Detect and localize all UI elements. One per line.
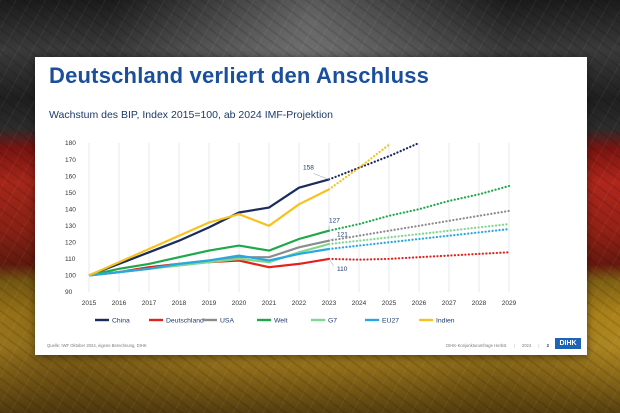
data-label: 158	[303, 164, 314, 171]
y-tick-label: 90	[65, 289, 73, 296]
data-label: 127	[329, 218, 340, 225]
x-tick-label: 2029	[502, 300, 517, 307]
series-projection-line	[327, 184, 511, 232]
x-tick-label: 2015	[82, 300, 97, 307]
x-tick-label: 2023	[322, 300, 337, 307]
legend-label: EU27	[382, 317, 399, 324]
data-label: 110	[337, 266, 348, 273]
legend-label: China	[112, 317, 130, 324]
legend-label: Indien	[436, 317, 455, 324]
series-line	[88, 188, 330, 277]
legend-label: Deutschland	[166, 317, 204, 324]
series-projection-line	[327, 143, 391, 191]
series-line	[88, 178, 330, 277]
series-projection-line	[327, 223, 511, 246]
footer-separator: |	[513, 343, 515, 348]
x-tick-label: 2027	[442, 300, 457, 307]
series-projection-line	[327, 141, 421, 181]
y-tick-label: 170	[65, 157, 76, 164]
footer-year: 2024	[521, 343, 532, 348]
footer-separator: |	[538, 343, 540, 348]
x-tick-label: 2020	[232, 300, 247, 307]
x-tick-label: 2019	[202, 300, 217, 307]
x-tick-label: 2017	[142, 300, 157, 307]
legend-label: USA	[220, 317, 234, 324]
y-tick-label: 180	[65, 140, 76, 147]
x-tick-label: 2024	[352, 300, 367, 307]
annotation-leader	[328, 258, 335, 267]
x-tick-label: 2026	[412, 300, 427, 307]
slide-title: Deutschland verliert den Anschluss	[49, 63, 430, 88]
slide-card: Deutschland verliert den Anschluss Wachs…	[35, 57, 587, 355]
annotation-leader	[313, 173, 330, 180]
y-tick-label: 140	[65, 206, 76, 213]
x-tick-label: 2021	[262, 300, 277, 307]
y-tick-label: 150	[65, 190, 76, 197]
source-note: Quelle: IWF Oktober 2024, eigene Berechn…	[47, 343, 147, 348]
y-tick-label: 130	[65, 223, 76, 230]
dihk-logo: DIHK	[555, 338, 581, 349]
chart-subtitle: Wachstum des BIP, Index 2015=100, ab 202…	[49, 109, 333, 121]
x-tick-label: 2022	[292, 300, 307, 307]
y-tick-label: 110	[65, 256, 76, 263]
slide-footer: DIHK-Konjunkturumfrage Herbst | 2024 | 2	[440, 343, 549, 348]
series-projection-line	[327, 251, 511, 261]
legend-label: G7	[328, 317, 337, 324]
x-tick-label: 2016	[112, 300, 127, 307]
x-tick-label: 2025	[382, 300, 397, 307]
series-line	[88, 229, 330, 277]
y-tick-label: 100	[65, 273, 76, 280]
gdp-line-chart: 90 100 110 120 130 140 150 160 170 180 2015 2016 201…	[65, 140, 517, 324]
data-label: 121	[337, 232, 348, 239]
y-tick-label: 160	[65, 173, 76, 180]
x-tick-label: 2028	[472, 300, 487, 307]
legend-label: Welt	[274, 317, 288, 324]
annotation-leader	[328, 238, 334, 241]
series-line	[88, 247, 330, 277]
footer-label: DIHK-Konjunkturumfrage Herbst	[446, 343, 507, 348]
series-projection-line	[327, 228, 511, 251]
x-tick-label: 2018	[172, 300, 187, 307]
page-number: 2	[546, 343, 549, 348]
series-projection-line	[327, 209, 511, 242]
y-tick-label: 120	[65, 240, 76, 247]
